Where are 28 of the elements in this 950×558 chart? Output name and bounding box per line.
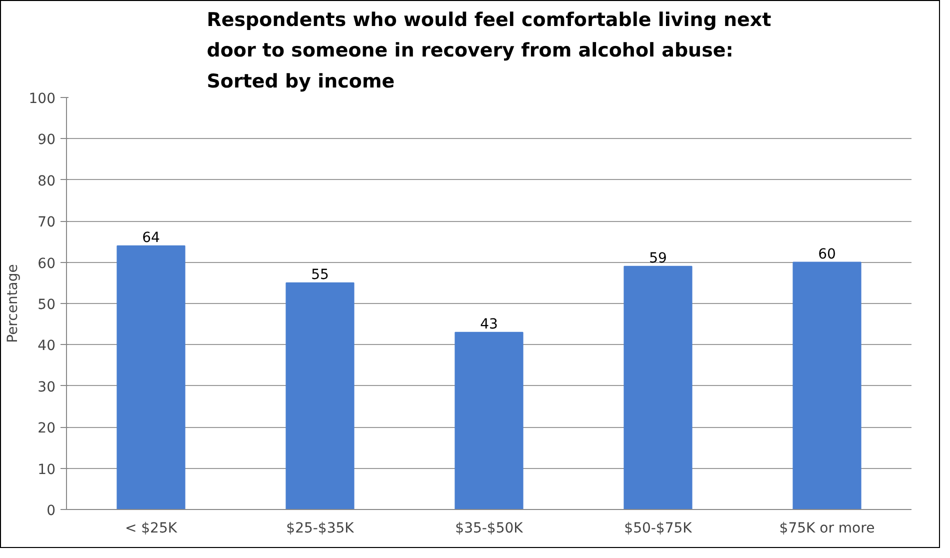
bar — [454, 332, 524, 510]
y-axis-title: Percentage — [4, 264, 21, 343]
y-tick-label: 10 — [38, 462, 56, 478]
x-tick-label: $25-$35K — [286, 520, 355, 536]
y-tick-label: 20 — [38, 420, 56, 437]
y-tick-label: 40 — [38, 338, 56, 354]
data-label: 43 — [480, 316, 498, 332]
x-tick-label: $75K or more — [779, 520, 875, 536]
y-tick-label: 30 — [38, 379, 56, 396]
bar — [116, 245, 186, 510]
x-tick-label: $50-$75K — [624, 520, 693, 536]
data-label: 64 — [142, 230, 160, 246]
y-tick-label: 0 — [46, 503, 56, 519]
x-tick-label: < $25K — [124, 520, 178, 536]
bar — [624, 266, 692, 510]
bar — [286, 282, 354, 510]
x-tick-label: $35-$50K — [455, 520, 524, 536]
y-tick-label: 100 — [28, 91, 56, 107]
y-tick-label: 70 — [38, 214, 56, 231]
y-tick-label: 60 — [38, 256, 56, 272]
data-label: 60 — [818, 246, 836, 262]
y-tick-label: 80 — [38, 173, 56, 190]
data-label: 59 — [649, 250, 667, 266]
y-tick-label: 90 — [38, 132, 56, 148]
chart-title: Respondents who would feel comfortable living next door to someone in recovery from alcohol abuse: Sorted by income — [206, 8, 772, 92]
y-tick-label: 50 — [38, 297, 56, 313]
data-label: 55 — [311, 266, 329, 283]
bar — [792, 262, 862, 510]
